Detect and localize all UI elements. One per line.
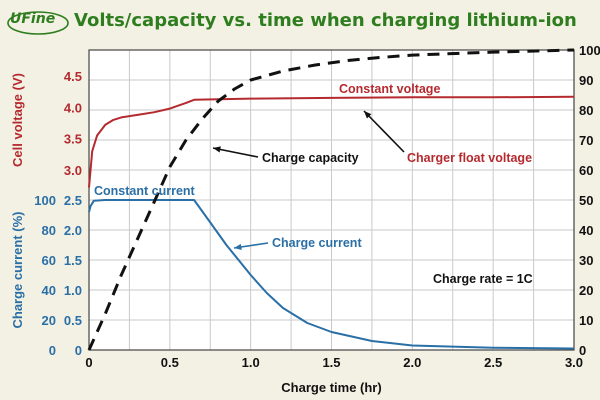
arrow-charge-capacity-shaft <box>212 147 259 158</box>
current-percent-tick-label: 0 <box>49 343 56 358</box>
annotation-charge-rate: Charge rate = 1C <box>433 272 533 286</box>
right-tick-label: 60 <box>579 163 593 178</box>
right-tick-label: 100 <box>579 43 600 58</box>
voltage-axis-label: Cell voltage (V) <box>10 73 25 167</box>
voltage-tick-label: 4.0 <box>64 100 82 115</box>
chart-title: Volts/capacity vs. time when charging li… <box>74 10 577 31</box>
arrow-float-voltage-head <box>364 111 372 119</box>
arrow-charge-capacity-head <box>213 146 221 153</box>
series-line-cell-voltage <box>88 95 575 188</box>
current-axis-label: Charge current (%) <box>10 211 25 328</box>
current-unit-tick-label: 1.5 <box>64 253 82 268</box>
current-unit-tick-label: 2.5 <box>64 193 82 208</box>
right-tick-label: 30 <box>579 253 593 268</box>
right-tick-label: 20 <box>579 283 593 298</box>
x-tick-label: 3.0 <box>565 355 583 370</box>
arrow-charge-current-head <box>234 243 242 251</box>
voltage-tick-label: 4.5 <box>64 69 82 84</box>
series-line-charge-current <box>88 199 575 350</box>
right-tick-label: 70 <box>579 133 593 148</box>
x-tick-label: 1.5 <box>322 355 340 370</box>
arrow-float-voltage-shaft <box>363 110 405 153</box>
current-percent-tick-label: 80 <box>42 223 56 238</box>
right-tick-label: 10 <box>579 313 593 328</box>
ufine-logo <box>7 11 69 35</box>
annotation-constant-current: Constant current <box>94 184 196 198</box>
logo-text: UFine <box>10 11 56 27</box>
right-tick-label: 0 <box>579 343 586 358</box>
current-unit-tick-label: 0.5 <box>64 313 82 328</box>
x-tick-label: 0 <box>85 355 92 370</box>
voltage-tick-label: 3.5 <box>64 132 82 147</box>
annotation-charge-capacity: Charge capacity <box>262 151 359 165</box>
current-percent-tick-label: 100 <box>34 193 56 208</box>
x-axis-label: Charge time (hr) <box>281 380 381 395</box>
x-tick-label: 2.5 <box>484 355 502 370</box>
right-tick-label: 40 <box>579 223 593 238</box>
x-tick-label: 1.0 <box>242 355 260 370</box>
right-tick-label: 90 <box>579 73 593 88</box>
x-tick-label: 2.0 <box>403 355 421 370</box>
current-percent-tick-label: 60 <box>42 253 56 268</box>
current-unit-tick-label: 2.0 <box>64 223 82 238</box>
voltage-tick-label: 3.0 <box>64 163 82 178</box>
current-percent-tick-label: 40 <box>42 283 56 298</box>
current-unit-tick-label: 1.0 <box>64 283 82 298</box>
x-tick-label: 0.5 <box>161 355 179 370</box>
plot-frame <box>88 49 575 351</box>
current-unit-tick-label: 0 <box>75 343 82 358</box>
annotation-constant-voltage: Constant voltage <box>339 82 440 96</box>
current-percent-tick-label: 20 <box>42 313 56 328</box>
annotation-charger-float-voltage: Charger float voltage <box>407 151 532 165</box>
annotation-charge-current: Charge current <box>272 236 362 250</box>
right-tick-label: 80 <box>579 103 593 118</box>
right-tick-label: 50 <box>579 193 593 208</box>
